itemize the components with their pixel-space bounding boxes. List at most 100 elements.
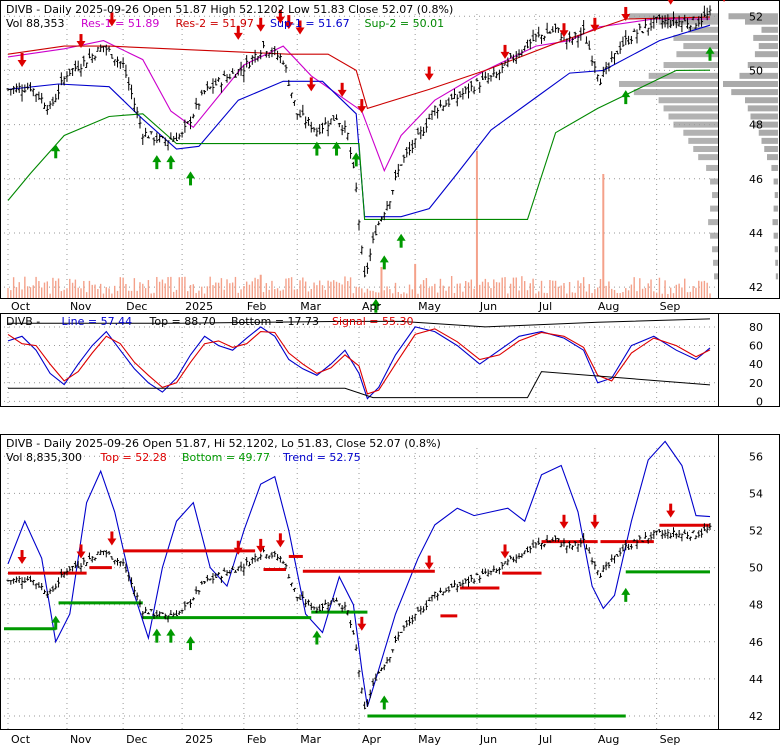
volume-profile-bar — [668, 113, 718, 120]
sell-arrow-head — [233, 547, 243, 555]
buy-arrow — [332, 141, 342, 156]
buy-arrow — [51, 615, 61, 630]
volume-profile-bar — [767, 154, 778, 161]
x-tick-label: Jul — [538, 733, 552, 745]
sell-arrow-head — [559, 30, 569, 38]
legend-entry: Bottom = 49.77 — [182, 451, 270, 464]
y-tick-label: 20 — [749, 377, 763, 390]
volume-profile-bar — [693, 146, 718, 152]
volume-profile-bar — [658, 97, 718, 104]
x-tick-label: Apr — [362, 733, 382, 745]
y-tick-label: 46 — [749, 173, 763, 186]
volume-profile-bar — [728, 13, 778, 20]
x-tick-label: Nov — [70, 300, 92, 313]
volume-profile-bar — [739, 72, 778, 79]
buy-arrow — [379, 255, 389, 270]
buy-arrow-head — [621, 587, 631, 595]
volume-profile-bar — [773, 232, 778, 239]
sell-arrow — [233, 25, 243, 40]
buy-arrow — [371, 298, 381, 313]
buy-arrow — [186, 171, 196, 186]
x-tick-label: 2025 — [185, 733, 213, 745]
buy-arrow-head — [621, 90, 631, 98]
sell-arrow-head — [357, 106, 367, 114]
volume-profile-bar — [723, 80, 778, 87]
x-tick-label: Aug — [598, 733, 619, 745]
sell-arrow — [275, 9, 285, 24]
sell-arrow-head — [337, 89, 347, 97]
volume-profile-bar — [683, 129, 718, 136]
price-bars — [6, 5, 712, 278]
buy-arrow-head — [351, 152, 361, 160]
volume-profile-bar — [773, 178, 778, 185]
x-tick-label: Dec — [126, 300, 147, 313]
volume-profile-bar — [772, 219, 778, 226]
volume-profile-bar — [676, 51, 718, 58]
stoch-line — [7, 326, 711, 400]
volume-profile-bar — [745, 18, 778, 25]
volume-profile-bar — [683, 43, 718, 50]
legend-entry: Bottom = 17.73 — [231, 315, 319, 328]
buy-arrow-head — [166, 155, 176, 163]
legend-entry: Signal = 55.30 — [332, 315, 414, 328]
x-tick-label: Mar — [300, 733, 321, 745]
volume-profile-bar — [713, 259, 718, 266]
sell-arrow — [559, 514, 569, 529]
y-tick-label: 52 — [749, 10, 763, 23]
volume-profile-bar — [714, 273, 718, 280]
y-tick-label: 42 — [749, 281, 763, 294]
volume-profile-bar — [771, 164, 778, 171]
y-tick-label: 50 — [749, 562, 763, 575]
x-tick-label: Jun — [479, 733, 497, 745]
volume-profile-bar — [753, 121, 778, 128]
y-tick-label: 44 — [749, 673, 763, 686]
buy-arrow-head — [379, 255, 389, 263]
y-tick-label: 54 — [749, 487, 763, 500]
buy-arrow — [351, 152, 361, 167]
volume-profile-bar — [761, 26, 778, 33]
sell-arrow-head — [357, 623, 367, 631]
volume-profile-bar — [658, 18, 718, 25]
legend-entry: Vol 8,835,300 — [6, 451, 82, 464]
y-tick-label: 60 — [749, 340, 763, 353]
x-tick-label: Feb — [247, 733, 266, 745]
volume-profile-bar — [775, 259, 778, 266]
volume-profile-bar — [708, 219, 718, 226]
sell-arrow — [295, 20, 305, 35]
volume-profile-bar — [706, 164, 718, 171]
sell-arrow-head — [621, 13, 631, 21]
buy-arrow — [312, 141, 322, 156]
sell-arrow — [722, 0, 726, 2]
y-tick-label: 40 — [749, 358, 763, 371]
buy-arrow — [51, 144, 61, 159]
volume-profile-bar — [712, 192, 718, 199]
legend-entry: DIVB - — [6, 315, 40, 328]
buy-arrow — [186, 636, 196, 651]
buy-arrow-head — [51, 615, 61, 623]
buy-arrow-head — [152, 628, 162, 636]
volume-profile-bar — [750, 113, 778, 120]
x-tick-label: Nov — [70, 733, 92, 745]
buy-arrow-head — [166, 628, 176, 636]
y-tick-label: 42 — [749, 710, 763, 723]
stoch-top — [8, 318, 711, 328]
sell-arrow-head — [107, 19, 117, 27]
volume-profile-bar — [758, 129, 778, 136]
x-tick-label: Aug — [598, 300, 619, 313]
buy-arrow-head — [186, 636, 196, 644]
buy-arrow — [312, 630, 322, 645]
sell-arrow-head — [666, 510, 676, 518]
sell-arrow — [233, 540, 243, 555]
sell-arrow — [76, 34, 86, 49]
stoch-bottom — [8, 371, 711, 399]
x-tick-label: May — [418, 733, 441, 745]
legend-entry: Top = 52.28 — [100, 451, 167, 464]
sell-arrow — [357, 99, 367, 114]
x-tick-label: Mar — [300, 300, 321, 313]
x-tick-label: Feb — [247, 300, 266, 313]
panel-frame-2 — [0, 313, 780, 407]
buy-arrow-head — [186, 171, 196, 179]
legend-entry: Res-1 = 51.89 — [81, 17, 159, 30]
